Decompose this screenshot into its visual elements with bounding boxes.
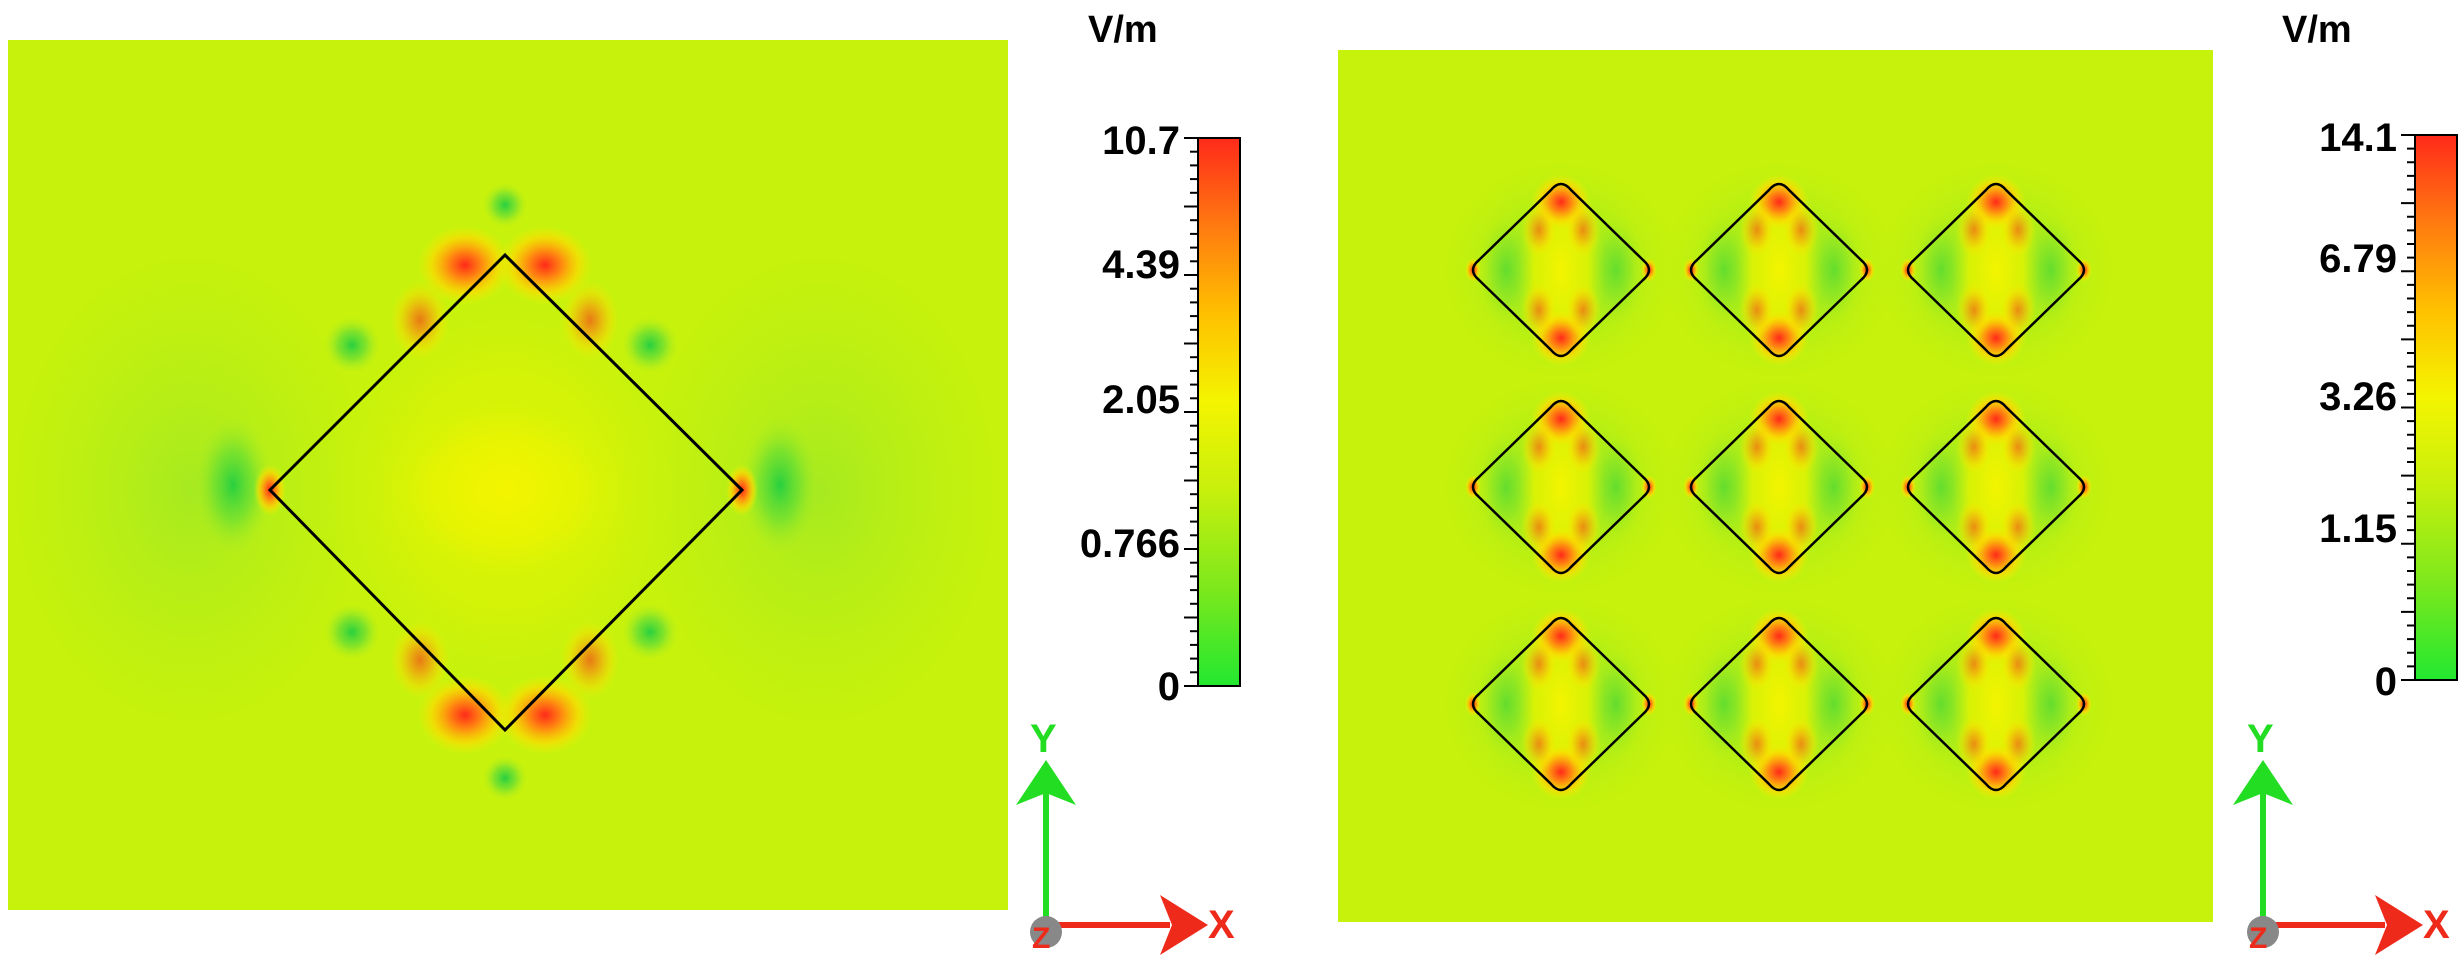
right-colorbar: V/m 14.1 6.79 3.26 1.15 0: [2282, 9, 2458, 704]
diamond-outline: [1906, 399, 2086, 575]
array-cell-7: [1441, 594, 1681, 814]
right-tick-bottom: 0: [2375, 660, 2397, 704]
array-cell-9: [1876, 594, 2116, 814]
array-cell-5: [1659, 377, 1899, 597]
left-tick-2: 4.39: [1102, 243, 1180, 287]
diamond-outline: [1906, 182, 2086, 358]
right-tick-2: 6.79: [2319, 237, 2397, 281]
left-tick-top: 10.7: [1102, 119, 1180, 163]
square-outline: [267, 252, 745, 733]
diamond-outline: [1471, 399, 1651, 575]
array-cell-1: [1441, 160, 1681, 380]
right-field-map: [1338, 50, 2213, 922]
array-cell-8: [1659, 594, 1899, 814]
right-tick-top: 14.1: [2319, 116, 2397, 160]
diamond-outline: [1471, 616, 1651, 792]
left-field-map: [8, 40, 1008, 910]
left-tick-3: 2.05: [1102, 378, 1180, 422]
left-z-label: Z: [1032, 922, 1050, 955]
right-y-label: Y: [2247, 717, 2274, 761]
y-arrow-icon: [1016, 760, 1076, 805]
array-cell-3: [1876, 160, 2116, 380]
diamond-outline: [1689, 182, 1869, 358]
right-unit-label: V/m: [2282, 9, 2352, 51]
left-y-label: Y: [1030, 717, 1057, 761]
diamond-outline: [1906, 616, 2086, 792]
array-cell-4: [1441, 377, 1681, 597]
left-x-label: X: [1208, 903, 1235, 947]
z-origin-icon: [2247, 916, 2279, 948]
right-tick-3: 3.26: [2319, 375, 2397, 419]
z-origin-icon: [1030, 916, 1062, 948]
array-cell-6: [1876, 377, 2116, 597]
left-tick-4: 0.766: [1080, 522, 1180, 566]
diamond-outline: [1689, 399, 1869, 575]
left-axis-triad: Y X Z: [1016, 717, 1235, 955]
right-z-label: Z: [2249, 922, 2267, 955]
right-x-label: X: [2423, 903, 2450, 947]
x-arrow-icon: [1160, 895, 1208, 955]
array-cell-2: [1659, 160, 1899, 380]
right-axis-triad: Y X Z: [2233, 717, 2450, 955]
left-unit-label: V/m: [1088, 9, 1158, 51]
y-arrow-icon: [2233, 760, 2293, 805]
diamond-outline: [1689, 616, 1869, 792]
right-tick-4: 1.15: [2319, 507, 2397, 551]
diamond-outline: [1471, 182, 1651, 358]
left-colorbar: V/m 10.7 4.39 2.05 0.766 0: [1080, 9, 1241, 709]
left-tick-bottom: 0: [1158, 665, 1180, 709]
x-arrow-icon: [2375, 895, 2423, 955]
